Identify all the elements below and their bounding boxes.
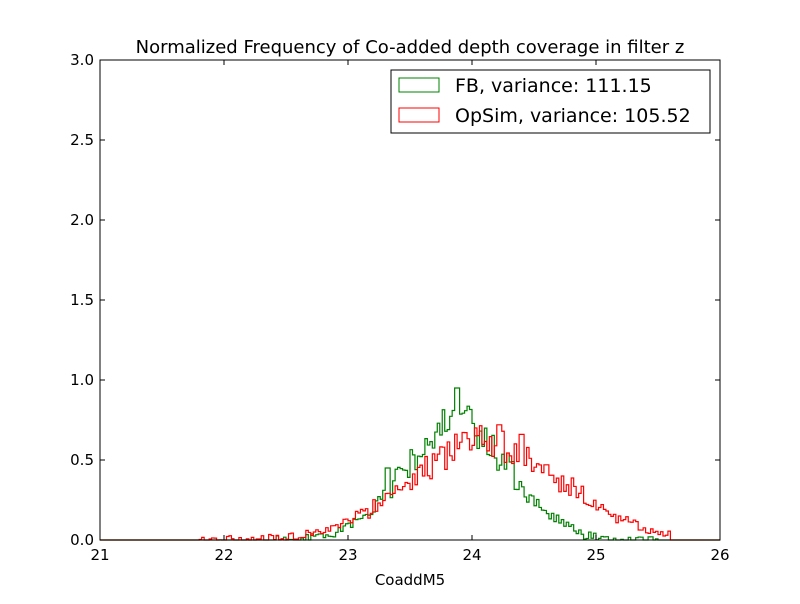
y-tick-label: 0.0 — [70, 531, 94, 549]
legend-label-opsim: OpSim, variance: 105.52 — [455, 105, 691, 127]
x-tick-label: 24 — [462, 546, 481, 564]
legend-swatch-opsim — [398, 107, 440, 123]
y-tick-label: 2.5 — [70, 131, 94, 149]
x-tick-label: 25 — [586, 546, 605, 564]
y-tick-label: 3.0 — [70, 51, 94, 69]
x-tick-label: 22 — [214, 546, 233, 564]
legend: FB, variance: 111.15 OpSim, variance: 10… — [390, 69, 711, 134]
legend-swatch-fb — [398, 77, 440, 93]
y-tick-label: 1.5 — [70, 291, 94, 309]
y-tick-label: 0.5 — [70, 451, 94, 469]
y-axis: 0.0 0.5 1.0 1.5 2.0 2.5 3.0 — [70, 51, 720, 549]
x-tick-label: 21 — [90, 546, 109, 564]
chart-title: Normalized Frequency of Co-added depth c… — [136, 37, 685, 58]
x-tick-label: 23 — [338, 546, 357, 564]
y-tick-label: 1.0 — [70, 371, 94, 389]
x-axis-label: CoaddM5 — [375, 571, 445, 589]
legend-box — [390, 69, 711, 134]
legend-label-fb: FB, variance: 111.15 — [455, 75, 652, 97]
x-axis: 21 22 23 24 25 26 — [90, 60, 730, 564]
y-tick-label: 2.0 — [70, 211, 94, 229]
x-tick-label: 26 — [710, 546, 729, 564]
